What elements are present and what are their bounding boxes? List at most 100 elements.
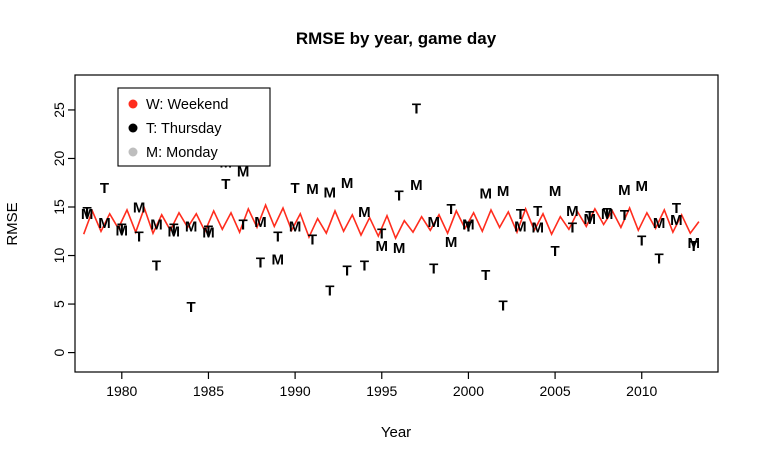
monday-marker: M: [376, 238, 389, 255]
thursday-marker: T: [620, 207, 629, 224]
y-axis-label: RMSE: [4, 202, 21, 245]
monday-marker: M: [566, 203, 579, 220]
thursday-marker: T: [325, 283, 334, 300]
monday-marker: M: [583, 211, 596, 228]
monday-marker: M: [653, 215, 666, 232]
monday-marker: M: [254, 214, 267, 231]
thursday-marker: T: [117, 221, 126, 238]
monday-marker: M: [324, 185, 337, 202]
thursday-marker: T: [135, 228, 144, 245]
x-tick-label: 2005: [540, 383, 571, 399]
thursday-marker: T: [550, 243, 559, 260]
y-tick-label: 5: [51, 300, 67, 308]
thursday-marker: T: [637, 232, 646, 249]
monday-marker: M: [480, 186, 493, 203]
y-tick-label: 25: [51, 102, 67, 118]
legend: W: Weekend T: Thursday M: Monday: [117, 87, 271, 167]
monday-marker: M: [428, 214, 441, 231]
chart-title: RMSE by year, game day: [296, 29, 497, 48]
thursday-marker: T: [689, 238, 698, 255]
monday-marker: M: [445, 234, 458, 251]
monday-marker: M: [81, 206, 94, 223]
thursday-marker: T: [533, 203, 542, 220]
monday-marker: M: [601, 206, 614, 223]
thursday-marker: T: [221, 176, 230, 193]
monday-marker: M: [116, 223, 129, 240]
x-tick-label: 1995: [366, 383, 397, 399]
monday-marker: M: [410, 177, 423, 194]
y-tick-label: 15: [51, 199, 67, 215]
monday-marker: M: [98, 215, 111, 232]
legend-label: W: Weekend: [146, 97, 228, 113]
legend-marker-t: [128, 123, 138, 133]
monday-marker: M: [670, 212, 683, 229]
monday-marker: M: [150, 217, 163, 234]
x-axis-label: Year: [381, 424, 411, 441]
monday-marker: M: [306, 181, 319, 198]
thursday-marker: T: [83, 204, 92, 221]
legend-marker-m: [128, 147, 138, 157]
monday-marker: M: [687, 235, 700, 252]
thursday-marker: T: [464, 219, 473, 236]
monday-marker: M: [358, 204, 371, 221]
thursday-marker: T: [516, 206, 525, 223]
thursday-marker: T: [273, 228, 282, 245]
thursday-marker: T: [100, 180, 109, 197]
thursday-marker: T: [429, 260, 438, 277]
legend-box: [117, 87, 271, 167]
monday-marker: M: [618, 182, 631, 199]
thursday-marker: T: [204, 223, 213, 240]
x-tick-label: 2000: [453, 383, 484, 399]
thursday-marker: T: [360, 257, 369, 274]
monday-marker: M: [237, 163, 250, 180]
thursday-marker: T: [602, 205, 611, 222]
x-tick-label: 1990: [280, 383, 311, 399]
x-tick-label: 2010: [626, 383, 657, 399]
thursday-marker: T: [239, 217, 248, 234]
x-tick-label: 1985: [193, 383, 224, 399]
thursday-marker: T: [481, 267, 490, 284]
thursday-marker: T: [395, 188, 404, 205]
monday-marker: M: [133, 199, 146, 216]
plot-area: 1980 1985 1990 1995 2000 2005 20100510152025TT…: [51, 74, 719, 399]
plot-box: [74, 74, 719, 373]
monday-marker: M: [289, 219, 302, 236]
legend-label: M: Monday: [146, 145, 218, 161]
thursday-marker: T: [447, 201, 456, 218]
monday-marker: M: [185, 219, 198, 236]
thursday-marker: T: [187, 299, 196, 316]
thursday-marker: T: [499, 297, 508, 314]
thursday-marker: T: [568, 220, 577, 237]
monday-marker: M: [635, 178, 648, 195]
monday-marker: M: [497, 183, 510, 200]
monday-marker: M: [341, 175, 354, 192]
thursday-marker: T: [377, 225, 386, 242]
legend-label: T: Thursday: [146, 121, 222, 137]
thursday-marker: T: [654, 251, 663, 268]
thursday-marker: T: [585, 208, 594, 225]
y-tick-label: 20: [51, 150, 67, 166]
thursday-marker: T: [412, 100, 421, 117]
series-weekend: [82, 202, 700, 241]
y-tick-label: 0: [51, 348, 67, 356]
monday-marker: M: [168, 224, 181, 241]
monday-marker: M: [514, 219, 527, 236]
series-monday: MMMMMMMMMMMMMMMMMMMMMMMMMMMMMMMMMMMM: [81, 155, 700, 269]
monday-marker: M: [272, 252, 285, 269]
y-tick-label: 10: [51, 248, 67, 264]
monday-marker: M: [462, 217, 475, 234]
weekend-line: [82, 202, 700, 241]
monday-marker: M: [202, 224, 215, 241]
monday-marker: M: [393, 240, 406, 257]
monday-marker: M: [532, 220, 545, 237]
legend-marker-w: [128, 99, 138, 109]
thursday-marker: T: [291, 180, 300, 197]
x-tick-label: 1980: [106, 383, 137, 399]
monday-marker: M: [549, 183, 562, 200]
thursday-marker: T: [256, 255, 265, 272]
thursday-marker: T: [343, 262, 352, 279]
thursday-marker: T: [308, 231, 317, 248]
